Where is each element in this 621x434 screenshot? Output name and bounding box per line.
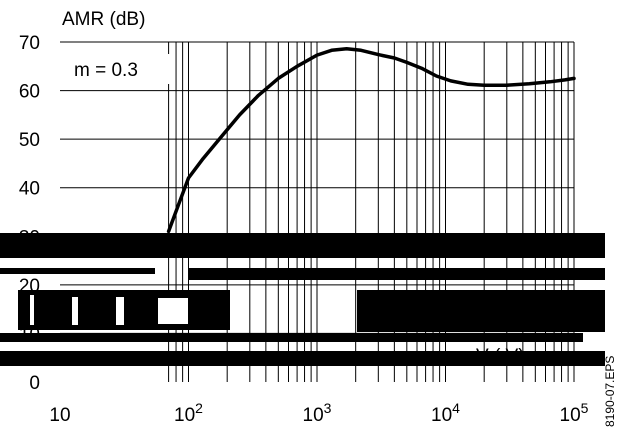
redaction-gap — [30, 295, 34, 325]
redaction-gap — [116, 297, 124, 325]
y-tick-label: 0 — [29, 373, 40, 394]
redaction-bar — [357, 290, 605, 332]
redaction-bar — [189, 268, 605, 280]
y-tick-label: 30 — [19, 227, 40, 248]
y-tick-label: 40 — [19, 179, 40, 200]
y-tick-label: 60 — [19, 82, 40, 103]
redaction-bar — [0, 233, 605, 258]
annotation-box — [62, 54, 174, 84]
redaction-bars — [0, 233, 605, 366]
redaction-bar — [0, 268, 155, 274]
x-tick-label: 103 — [303, 400, 332, 426]
x-axis-label: V ( V) — [476, 346, 525, 367]
y-axis-label: AMR (dB) — [62, 9, 145, 30]
labels: 0 10 20 30 40 50 60 70 AMR (dB) m = 0.3 10 102 103 10… — [19, 9, 617, 427]
y-tick-label: 10 — [19, 324, 40, 345]
redaction-gap — [158, 298, 188, 324]
redaction-gap — [72, 297, 78, 325]
redaction-bar — [0, 333, 583, 342]
redaction-bar — [0, 351, 605, 366]
x-tick-label: 104 — [431, 400, 460, 426]
y-tick-label: 50 — [19, 130, 40, 151]
curve-group — [166, 47, 576, 234]
y-tick-label: 70 — [19, 33, 40, 54]
x-tick-label: 102 — [174, 400, 203, 426]
x-tick-label: 105 — [560, 400, 589, 426]
annotation-label: m = 0.3 — [74, 60, 138, 81]
y-tick-label: 20 — [19, 276, 40, 297]
series-line — [166, 47, 576, 234]
figure-id: 8190-07.EPS — [603, 356, 617, 427]
x-tick-label: 10 — [49, 405, 70, 426]
